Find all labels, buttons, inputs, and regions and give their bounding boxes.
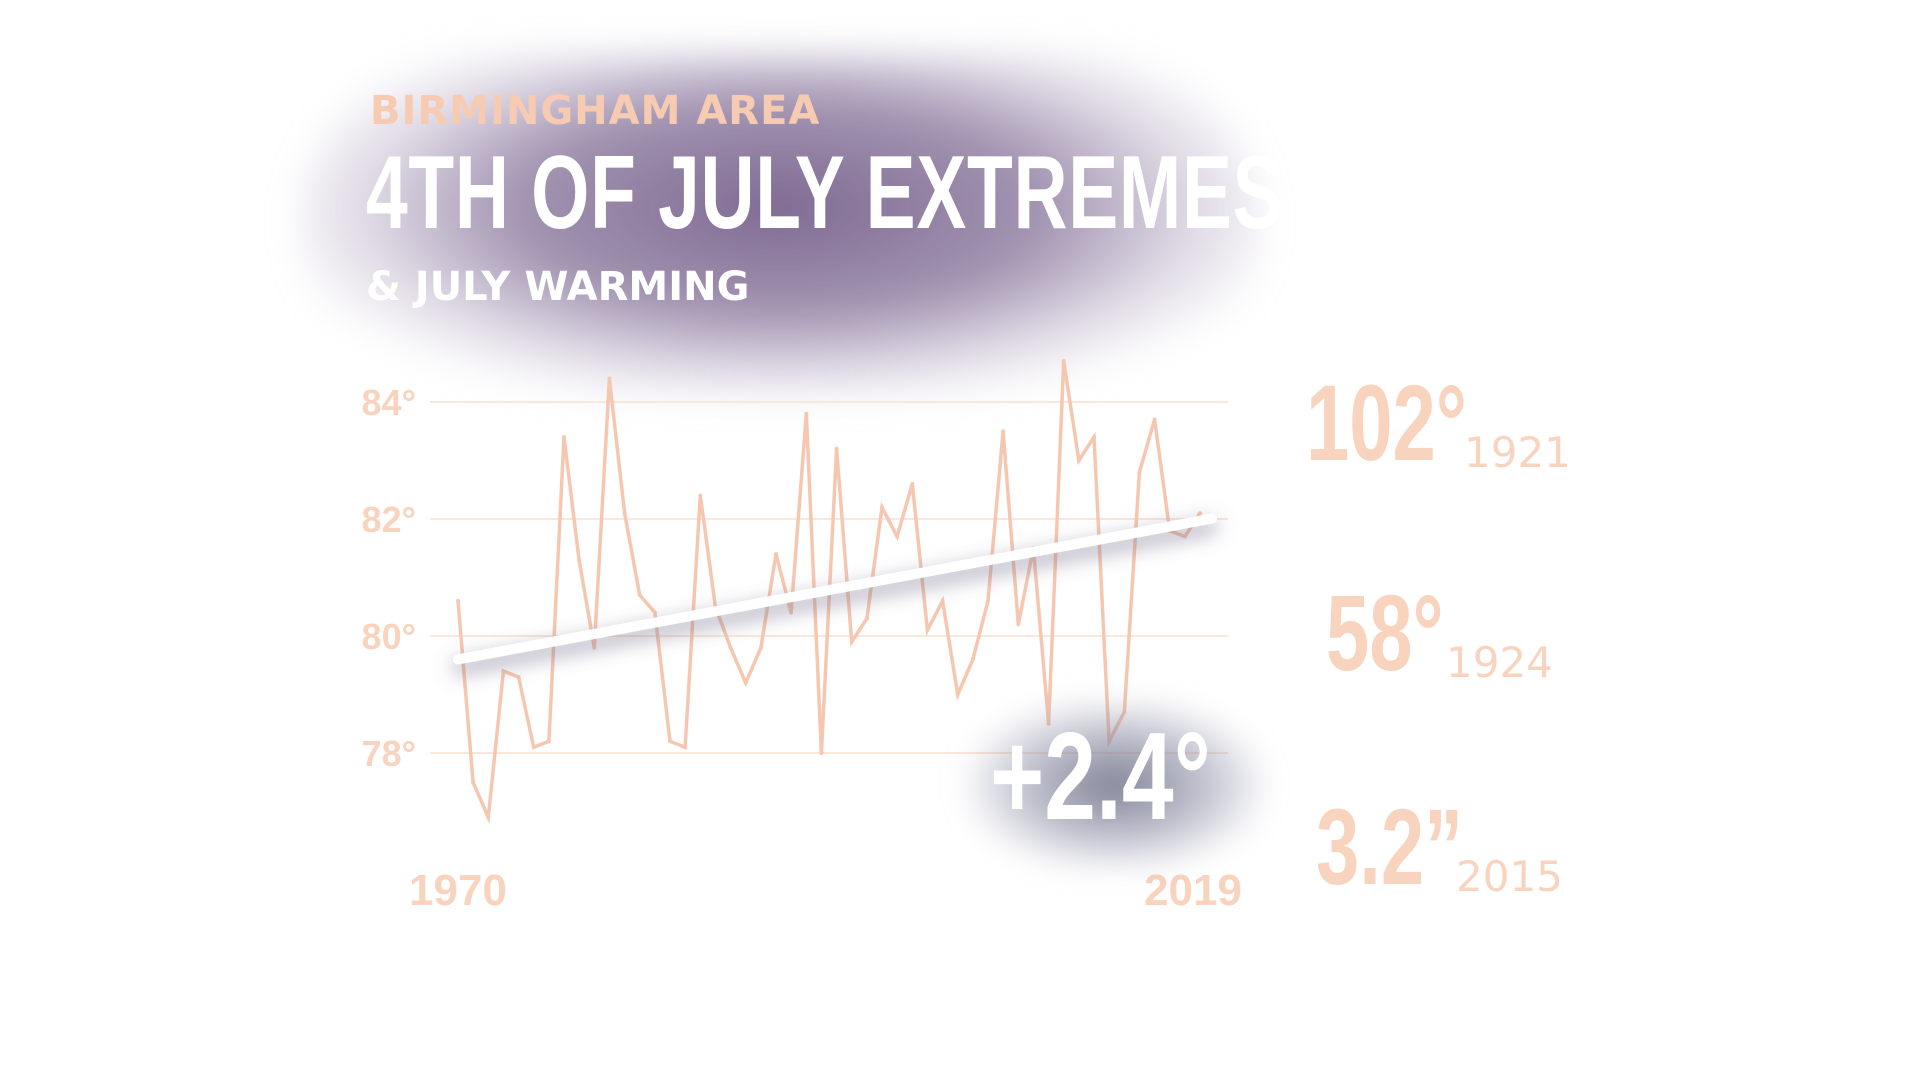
title-glow-backdrop <box>300 55 1260 395</box>
data-point <box>758 645 763 650</box>
record-high-stat: 102° 1921 <box>1306 362 1571 483</box>
data-point <box>562 435 566 440</box>
data-point <box>864 616 869 621</box>
record-low-value: 58° <box>1326 572 1444 693</box>
data-point <box>1152 417 1157 422</box>
data-point <box>849 639 854 644</box>
trend-layer <box>453 513 1217 665</box>
july-temperature-series <box>456 360 1202 825</box>
y-tick-label: 84° <box>362 382 416 423</box>
data-point <box>683 745 688 750</box>
x-tick-label: 2019 <box>1144 866 1242 915</box>
data-point <box>743 680 748 685</box>
data-point <box>970 657 975 662</box>
data-point <box>652 610 657 615</box>
record-high-value: 102° <box>1306 362 1467 483</box>
data-point <box>895 534 900 539</box>
record-low-stat: 58° 1924 <box>1326 572 1553 693</box>
data-point <box>789 610 794 615</box>
y-axis-tick-labels: 78° 80° 82° 84° <box>362 382 416 774</box>
data-point <box>607 376 612 381</box>
trend-line <box>453 513 1217 665</box>
data-point <box>622 511 627 516</box>
y-tick-label: 78° <box>362 733 416 774</box>
record-rain-stat: 3.2” 2015 <box>1316 786 1563 907</box>
data-point <box>880 505 884 510</box>
record-high-year: 1921 <box>1464 428 1571 477</box>
location-label: BIRMINGHAM AREA <box>370 88 821 134</box>
data-point <box>1076 458 1081 463</box>
data-point <box>531 745 536 750</box>
data-point <box>986 598 990 603</box>
data-point <box>728 645 733 650</box>
record-rain-year: 2015 <box>1456 852 1563 901</box>
data-point <box>501 669 506 674</box>
data-point <box>834 446 839 451</box>
x-axis-tick-labels: 1970 2019 <box>409 866 1242 915</box>
data-point <box>925 628 930 633</box>
data-point <box>456 598 460 603</box>
record-low-year: 1924 <box>1446 638 1553 687</box>
warming-trend-label: +2.4° <box>990 708 1211 846</box>
y-tick-label: 82° <box>362 499 416 540</box>
y-tick-label: 80° <box>362 616 416 657</box>
data-point <box>1001 429 1006 434</box>
data-point <box>577 558 582 562</box>
page-title: 4TH OF JULY EXTREMES <box>366 135 1284 251</box>
x-tick-label: 1970 <box>409 866 507 915</box>
data-point <box>1016 622 1021 627</box>
subtitle: & JULY WARMING <box>366 264 750 310</box>
data-point <box>471 780 476 785</box>
data-point <box>910 481 915 486</box>
data-point <box>1061 359 1066 363</box>
data-point <box>1182 534 1187 539</box>
data-point <box>804 411 809 416</box>
data-point <box>637 593 642 597</box>
data-point <box>592 645 597 650</box>
data-point <box>774 552 778 557</box>
data-point <box>668 739 672 744</box>
data-point <box>1198 511 1202 516</box>
data-point <box>1092 435 1096 440</box>
data-point <box>955 692 960 697</box>
data-point <box>486 815 491 820</box>
data-point <box>1137 470 1142 475</box>
data-point <box>940 598 945 603</box>
data-point <box>698 493 703 498</box>
data-point <box>516 675 521 679</box>
trend-label-glow <box>965 700 1265 870</box>
data-point <box>819 751 824 755</box>
data-point <box>546 739 551 744</box>
record-rain-value: 3.2” <box>1316 786 1463 907</box>
